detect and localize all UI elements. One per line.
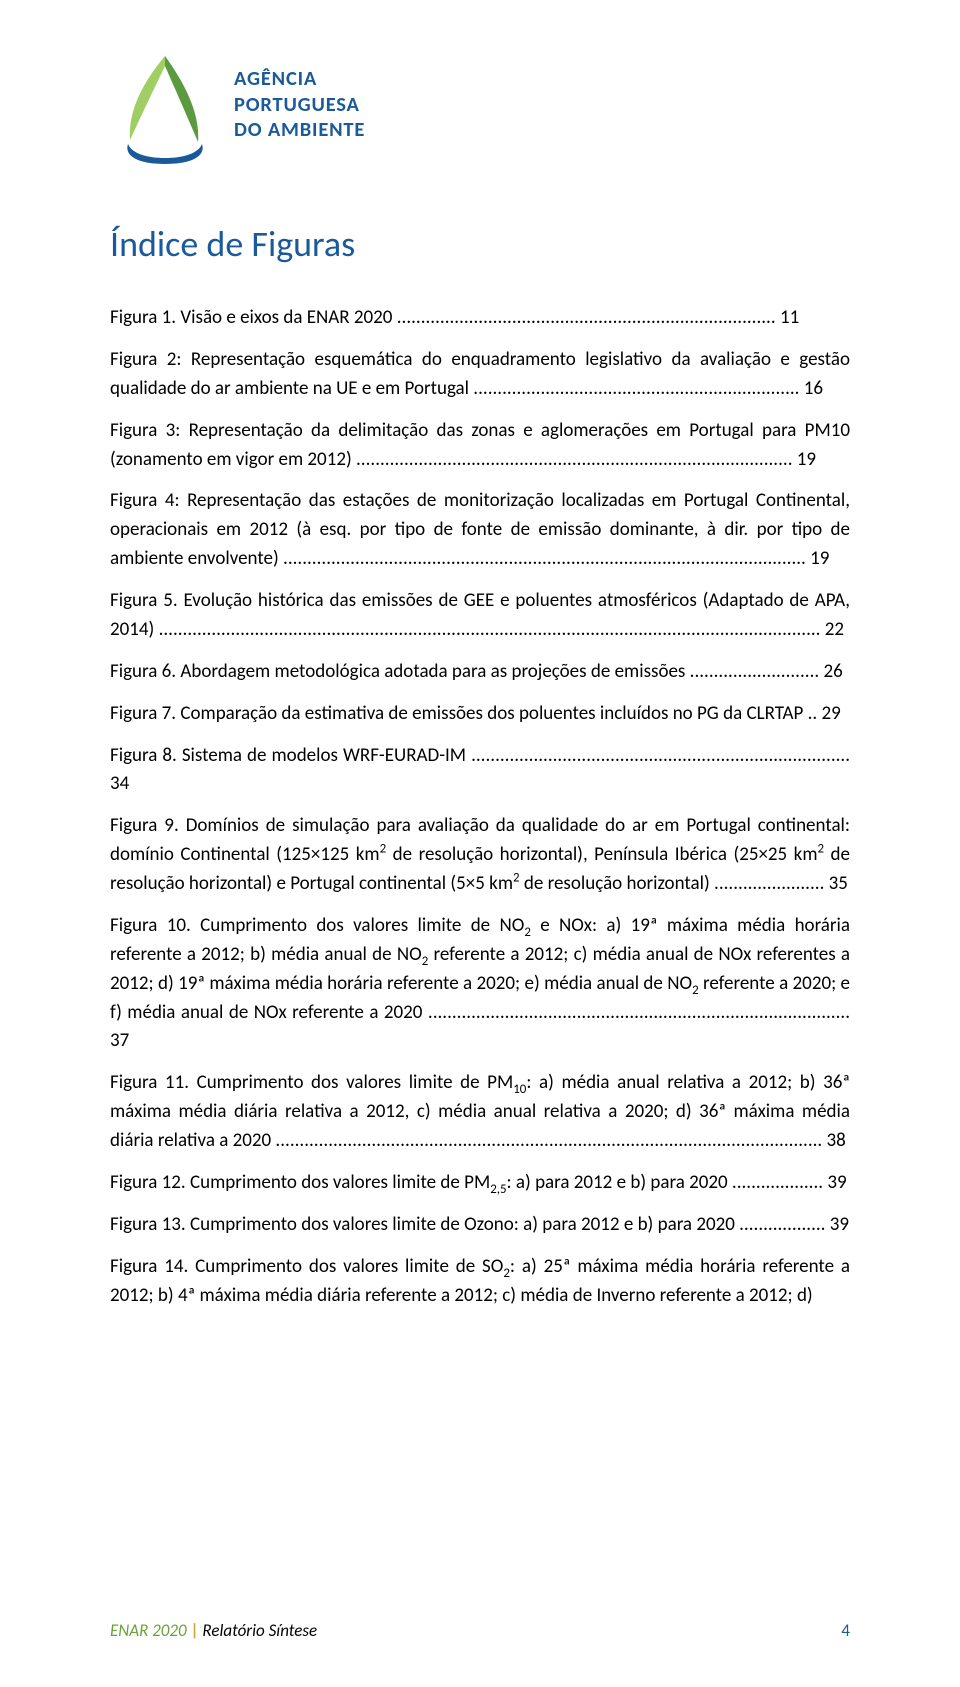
toc-entry: Figura 10. Cumprimento dos valores limit… — [110, 912, 850, 1056]
toc-entry: Figura 4: Representação das estações de … — [110, 487, 850, 574]
section-heading: Índice de Figuras — [110, 222, 850, 266]
toc-entry-text: Figura 14. Cumprimento dos valores limit… — [110, 1255, 850, 1307]
toc-leader: .................. — [735, 1213, 830, 1236]
toc-entry: Figura 11. Cumprimento dos valores limit… — [110, 1069, 850, 1156]
logo-line-1: AGÊNCIA — [234, 66, 365, 92]
toc-entry-text: Figura 1. Visão e eixos da ENAR 2020 — [110, 306, 392, 329]
toc-entry-text: Figura 6. Abordagem metodológica adotada… — [110, 660, 685, 683]
toc-leader: ........................................… — [469, 377, 804, 400]
toc-leader: ........................................… — [392, 306, 780, 329]
toc-page-ref: 38 — [827, 1129, 846, 1152]
toc-leader: ........................................… — [422, 1001, 850, 1024]
page-footer: ENAR 2020 | Relatório Síntese 4 — [110, 1620, 850, 1641]
toc-entry: Figura 1. Visão e eixos da ENAR 2020 ...… — [110, 304, 850, 333]
logo-line-2: PORTUGUESA — [234, 92, 365, 118]
toc-page-ref: 16 — [804, 377, 823, 400]
footer-page-number: 4 — [841, 1620, 850, 1641]
toc-leader: ........................................… — [352, 448, 797, 471]
toc-entry: Figura 13. Cumprimento dos valores limit… — [110, 1211, 850, 1240]
toc-entry: Figura 3: Representação da delimitação d… — [110, 417, 850, 475]
toc-list: Figura 1. Visão e eixos da ENAR 2020 ...… — [110, 304, 850, 1310]
toc-entry: Figura 7. Comparação da estimativa de em… — [110, 700, 850, 729]
toc-page-ref: 39 — [830, 1213, 849, 1236]
toc-entry: Figura 5. Evolução histórica das emissõe… — [110, 587, 850, 645]
toc-leader: ........................................… — [466, 744, 850, 767]
document-page: AGÊNCIA PORTUGUESA DO AMBIENTE Índice de… — [0, 0, 960, 1687]
toc-entry-text: Figura 8. Sistema de modelos WRF-EURAD-I… — [110, 744, 466, 767]
apa-logo-icon — [110, 48, 220, 166]
toc-leader: ....................... — [710, 872, 829, 895]
toc-page-ref: 11 — [780, 306, 799, 329]
toc-leader: ........................... — [685, 660, 823, 683]
logo-block: AGÊNCIA PORTUGUESA DO AMBIENTE — [110, 48, 850, 166]
toc-leader: ........................................… — [279, 547, 810, 570]
footer-brand: ENAR 2020 — [110, 1620, 187, 1641]
toc-entry-text: Figura 13. Cumprimento dos valores limit… — [110, 1213, 735, 1236]
footer-left: ENAR 2020 | Relatório Síntese — [110, 1620, 317, 1641]
toc-entry: Figura 2: Representação esquemática do e… — [110, 346, 850, 404]
footer-subtitle: Relatório Síntese — [202, 1620, 317, 1641]
toc-page-ref: 34 — [110, 772, 129, 795]
toc-page-ref: 37 — [110, 1029, 129, 1052]
toc-leader: .. — [803, 702, 821, 725]
toc-entry: Figura 12. Cumprimento dos valores limit… — [110, 1169, 850, 1198]
toc-page-ref: 19 — [810, 547, 829, 570]
toc-entry: Figura 9. Domínios de simulação para ava… — [110, 812, 850, 899]
toc-page-ref: 39 — [827, 1171, 846, 1194]
logo-line-3: DO AMBIENTE — [234, 117, 365, 143]
toc-entry: Figura 8. Sistema de modelos WRF-EURAD-I… — [110, 742, 850, 800]
logo-text: AGÊNCIA PORTUGUESA DO AMBIENTE — [234, 48, 365, 143]
toc-entry: Figura 14. Cumprimento dos valores limit… — [110, 1253, 850, 1311]
toc-page-ref: 29 — [822, 702, 841, 725]
toc-leader: ................... — [728, 1171, 828, 1194]
toc-leader: ........................................… — [154, 618, 825, 641]
footer-separator: | — [190, 1620, 198, 1641]
toc-leader: ........................................… — [271, 1129, 826, 1152]
toc-entry: Figura 6. Abordagem metodológica adotada… — [110, 658, 850, 687]
toc-entry-text: Figura 12. Cumprimento dos valores limit… — [110, 1171, 728, 1194]
toc-page-ref: 22 — [825, 618, 844, 641]
toc-page-ref: 35 — [829, 872, 848, 895]
toc-entry-text: Figura 7. Comparação da estimativa de em… — [110, 702, 803, 725]
toc-page-ref: 26 — [823, 660, 842, 683]
toc-page-ref: 19 — [797, 448, 816, 471]
